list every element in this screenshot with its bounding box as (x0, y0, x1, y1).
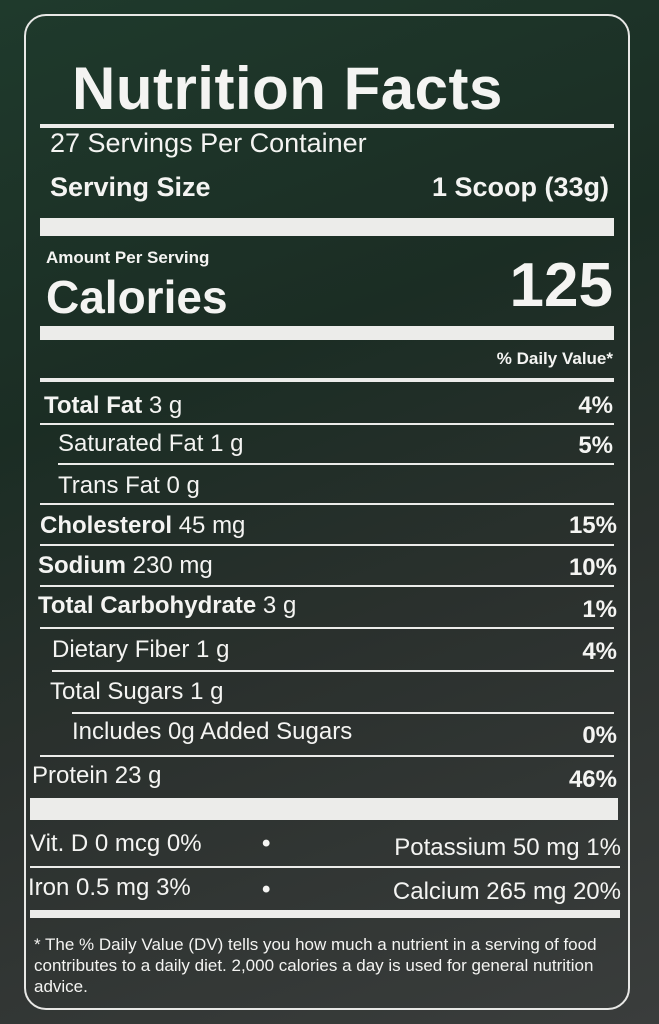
nutrient-name: Dietary Fiber (52, 636, 190, 663)
nutrient-name: Total Sugars (50, 678, 184, 705)
nutrient-row-protein: Protein 23 g (32, 762, 161, 790)
divider-thick (40, 218, 614, 236)
nutrient-amount: 1 g (190, 678, 224, 705)
calcium: Calcium 265 mg 20% (392, 878, 621, 905)
nutrient-dv: 15% (568, 512, 617, 539)
iron: Iron 0.5 mg 3% (28, 874, 191, 901)
divider (30, 866, 620, 868)
servings-per-container: 27 Servings Per Container (50, 128, 367, 158)
vitamin-d: Vit. D 0 mcg 0% (30, 830, 202, 857)
divider (40, 378, 614, 382)
divider (40, 627, 614, 629)
nutrient-dv: 5% (578, 432, 613, 459)
serving-size-label: Serving Size (50, 172, 211, 202)
footnote: * The % Daily Value (DV) tells you how m… (34, 935, 597, 996)
nutrient-amount: 1 g (196, 636, 230, 663)
nutrient-row-added-sugars: Includes 0g Added Sugars (72, 718, 353, 745)
label-title: Nutrition Facts (72, 55, 503, 122)
serving-size-value: 1 Scoop (33g) (431, 172, 609, 202)
nutrient-amount: 0 g (166, 472, 200, 499)
divider (40, 503, 614, 505)
divider-thick (30, 798, 618, 820)
nutrient-dv: 10% (568, 554, 617, 581)
nutrient-amount: 23 g (114, 762, 162, 789)
divider (40, 544, 614, 546)
nutrient-amount: 3 g (262, 592, 297, 619)
nutrient-dv: 0% (582, 722, 617, 749)
divider (40, 124, 614, 128)
nutrient-name: Total Carbohydrate (38, 592, 257, 619)
nutrient-amount: 230 mg (132, 552, 213, 579)
nutrient-amount: 45 mg (178, 512, 246, 539)
nutrient-row-total-sugars: Total Sugars 1 g (50, 678, 223, 706)
nutrient-row-total-carbohydrate: Total Carbohydrate 3 g (38, 592, 296, 620)
amount-per-serving: Amount Per Serving (46, 248, 210, 267)
nutrient-name: Total Fat (44, 392, 143, 419)
nutrient-amount: 3 g (148, 392, 183, 419)
nutrient-row-cholesterol: Cholesterol 45 mg (40, 512, 245, 540)
nutrient-amount: 1 g (210, 430, 244, 457)
bullet-separator: • (262, 830, 271, 857)
divider (40, 423, 614, 425)
divider (58, 463, 614, 465)
calories-value: 125 (509, 251, 613, 320)
divider (40, 585, 614, 587)
nutrient-row-dietary-fiber: Dietary Fiber 1 g (52, 636, 229, 664)
daily-value-header: % Daily Value* (496, 349, 613, 368)
divider-thick (40, 326, 614, 340)
nutrient-dv: 46% (568, 766, 617, 793)
bullet-separator: • (262, 876, 271, 903)
nutrient-dv: 1% (582, 596, 617, 623)
potassium: Potassium 50 mg 1% (394, 834, 621, 861)
divider (72, 712, 614, 714)
nutrient-name: Sodium (38, 552, 126, 579)
nutrient-row-sodium: Sodium 230 mg (38, 552, 213, 580)
calories-label: Calories (46, 271, 228, 323)
nutrient-name: Protein (32, 762, 109, 789)
nutrient-row-total-fat: Total Fat 3 g (44, 392, 182, 420)
nutrient-name: Trans Fat (58, 472, 160, 499)
divider (40, 755, 614, 757)
nutrient-row-trans-fat: Trans Fat 0 g (58, 472, 200, 500)
nutrient-name: Saturated Fat (58, 430, 204, 457)
nutrient-dv: 4% (578, 392, 613, 419)
nutrient-row-saturated-fat: Saturated Fat 1 g (58, 430, 243, 458)
nutrition-label-border (24, 14, 630, 1010)
divider (52, 670, 614, 672)
nutrient-name: Cholesterol (40, 512, 173, 539)
nutrient-dv: 4% (582, 638, 617, 665)
divider (30, 910, 620, 918)
